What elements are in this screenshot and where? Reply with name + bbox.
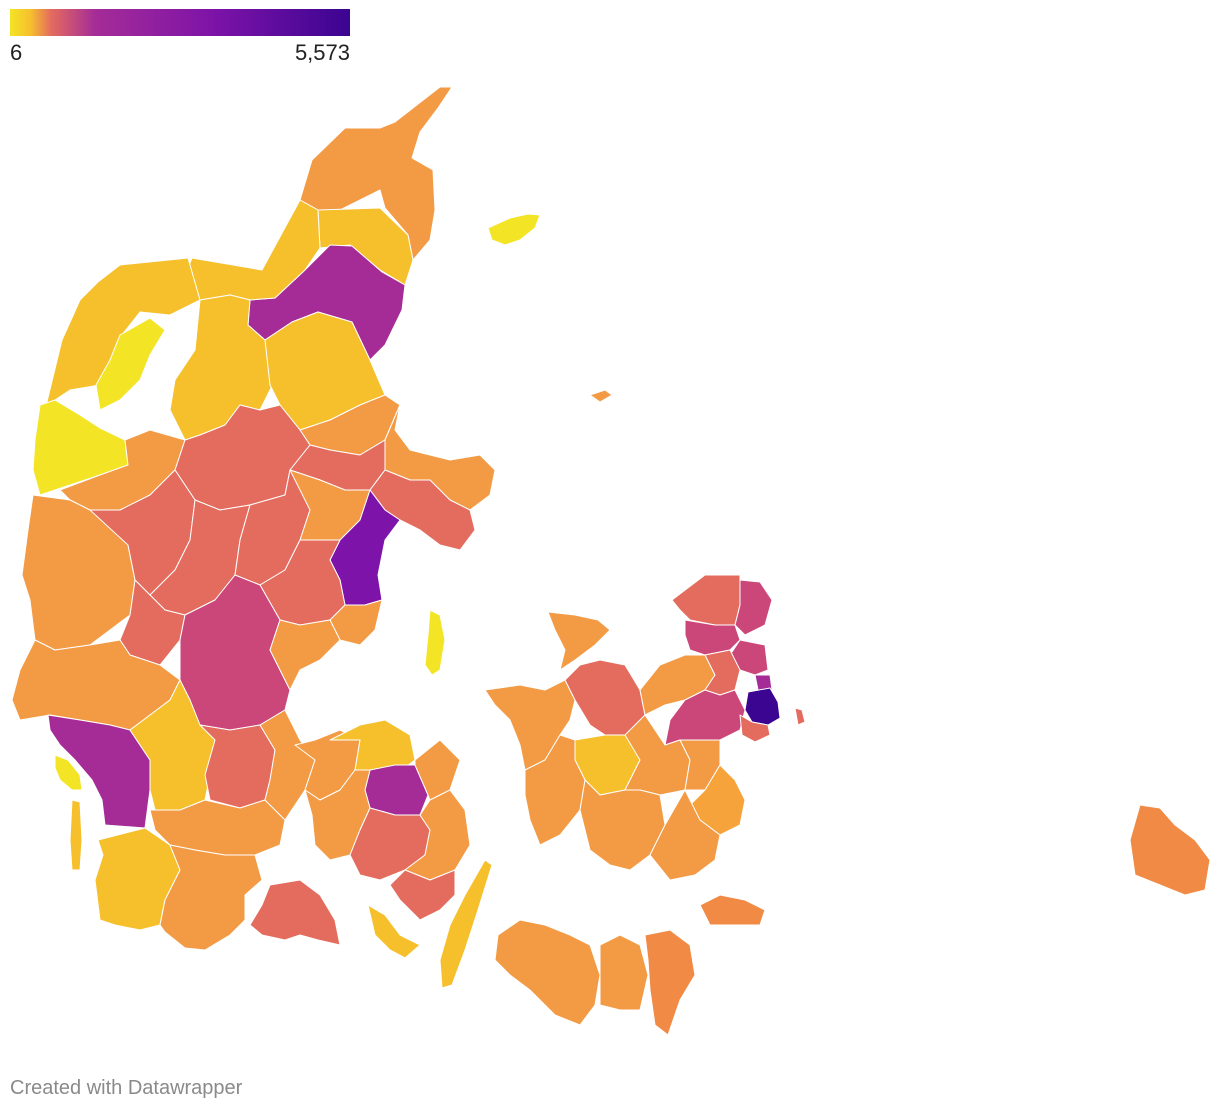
south-jutland xyxy=(11,574,341,951)
funen xyxy=(294,609,493,989)
region-holbaek[interactable] xyxy=(564,659,646,736)
region-anholt[interactable] xyxy=(589,389,613,403)
region-langeland[interactable] xyxy=(439,859,493,989)
region-odsherred[interactable] xyxy=(547,611,611,671)
region-samso[interactable] xyxy=(424,609,446,676)
region-vordingborg[interactable] xyxy=(649,789,721,881)
region-roskilde[interactable] xyxy=(664,689,746,746)
region-ikast[interactable] xyxy=(119,579,186,666)
region-hillerod[interactable] xyxy=(684,619,741,656)
islands xyxy=(487,213,1211,896)
zealand xyxy=(484,574,781,881)
region-lolland[interactable] xyxy=(494,919,601,1026)
region-fano[interactable] xyxy=(54,754,83,791)
credit-text[interactable]: Created with Datawrapper xyxy=(10,1077,243,1099)
region-falster[interactable] xyxy=(644,929,696,1036)
legend-labels: 6 5,573 xyxy=(10,9,350,69)
region-morso[interactable] xyxy=(95,317,166,411)
region-horsens[interactable] xyxy=(269,619,341,691)
region-tonder[interactable] xyxy=(94,827,181,931)
region-hvidovre[interactable] xyxy=(739,714,771,743)
legend-gradient-bar xyxy=(10,9,350,36)
region-mon[interactable] xyxy=(699,894,766,926)
north-jutland xyxy=(32,86,453,496)
legend-min-label: 6 xyxy=(10,40,23,65)
lolland-falster xyxy=(494,894,766,1036)
region-helsingor[interactable] xyxy=(734,579,773,636)
region-fredensborg[interactable] xyxy=(671,574,741,626)
region-svendborg[interactable] xyxy=(389,869,456,921)
region-romo[interactable] xyxy=(69,799,83,871)
region-esbjerg[interactable] xyxy=(47,714,151,829)
region-skagen[interactable] xyxy=(299,86,453,261)
region-gentofte[interactable] xyxy=(754,674,773,691)
region-guldborgsund[interactable] xyxy=(599,934,649,1011)
legend-max-label: 5,573 xyxy=(294,40,350,65)
region-aero[interactable] xyxy=(367,904,421,959)
region-laeso[interactable] xyxy=(487,213,541,246)
region-naestved[interactable] xyxy=(579,779,666,871)
legend xyxy=(10,9,350,36)
region-amager-east[interactable] xyxy=(794,707,806,726)
region-kobenhavn[interactable] xyxy=(744,687,781,726)
region-fredericia[interactable] xyxy=(259,709,316,821)
region-aabenraa[interactable] xyxy=(159,844,263,951)
region-sonderborg[interactable] xyxy=(249,879,341,946)
region-bornholm[interactable] xyxy=(1129,804,1211,896)
central-jutland xyxy=(21,294,496,651)
